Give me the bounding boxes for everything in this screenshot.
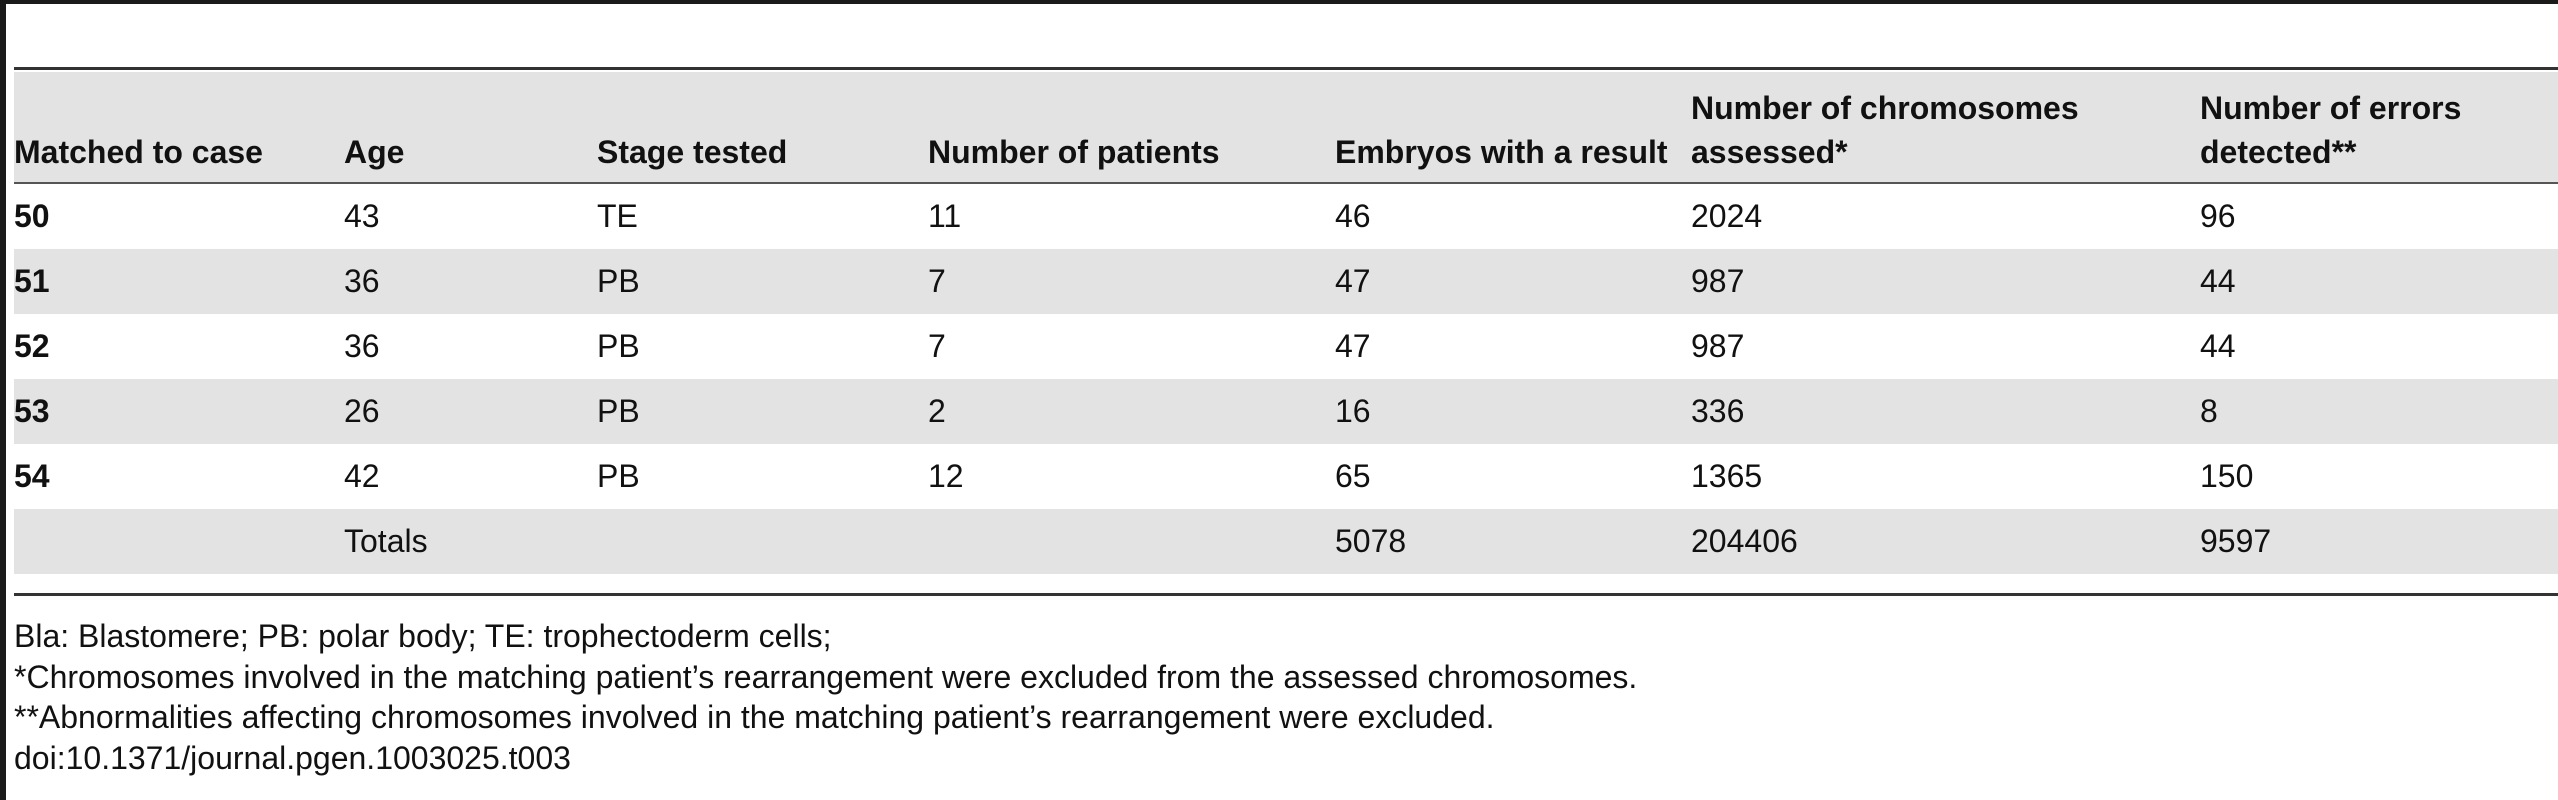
cell-case: 53 — [14, 379, 344, 444]
cell-case — [14, 509, 344, 574]
cell-case: 52 — [14, 328, 50, 364]
cell-embryos: 47 — [1335, 328, 1371, 364]
cell-totals-label: Totals — [344, 509, 597, 574]
header-stage-tested: Stage tested — [597, 72, 928, 184]
footnotes: Bla: Blastomere; PB: polar body; TE: tro… — [14, 616, 1637, 778]
cell-errors: 44 — [2200, 249, 2558, 314]
cell-chromosomes: 336 — [1691, 379, 2200, 444]
cell-patients: 11 — [928, 198, 962, 234]
cell-errors: 8 — [2200, 379, 2558, 444]
totals-row: Totals 5078 204406 9597 — [14, 509, 2558, 574]
header-matched-to-case: Matched to case — [14, 72, 344, 184]
cell-case: 50 — [14, 198, 50, 234]
table-row: 50 43 TE 11 46 2024 96 — [14, 183, 2558, 249]
cell-patients: 7 — [928, 328, 946, 364]
cell-embryos: 47 — [1335, 249, 1691, 314]
table-row: 52 36 PB 7 47 987 44 — [14, 314, 2558, 379]
header-row: Matched to case Age Stage tested Number … — [14, 72, 2558, 184]
table-row: 54 42 PB 12 65 1365 150 — [14, 444, 2558, 509]
header-age: Age — [344, 72, 597, 184]
cell-embryos: 16 — [1335, 379, 1691, 444]
header-chromosomes-assessed: Number of chromosomes assessed* — [1691, 72, 2200, 184]
cell-errors: 150 — [2200, 458, 2254, 494]
table-row: 53 26 PB 2 16 336 8 — [14, 379, 2558, 444]
cell-age: 36 — [344, 249, 597, 314]
header-number-of-patients: Number of patients — [928, 72, 1335, 184]
cell-stage: PB — [597, 458, 640, 494]
cell-age: 36 — [344, 328, 380, 364]
cell-chromosomes: 2024 — [1691, 198, 1763, 234]
cell-chromosomes-total: 204406 — [1691, 509, 2200, 574]
header-embryos-with-result: Embryos with a result — [1335, 72, 1691, 184]
header-errors-detected: Number of errors detected** — [2200, 72, 2558, 184]
cell-patients: 2 — [928, 379, 1335, 444]
left-border — [0, 0, 6, 800]
cell-chromosomes: 987 — [1691, 249, 2200, 314]
cell-embryos: 65 — [1335, 458, 1371, 494]
cell-stage: PB — [597, 249, 928, 314]
cell-errors: 96 — [2200, 198, 2236, 234]
cell-case: 54 — [14, 458, 50, 494]
cell-stage — [597, 509, 928, 574]
cell-chromosomes: 987 — [1691, 328, 1745, 364]
cell-patients — [928, 509, 1335, 574]
abbreviations-note: Bla: Blastomere; PB: polar body; TE: tro… — [14, 618, 832, 654]
table-top-rule — [14, 67, 2558, 70]
cell-embryos-total: 5078 — [1335, 509, 1691, 574]
table-row: 51 36 PB 7 47 987 44 — [14, 249, 2558, 314]
footnote-errors: **Abnormalities affecting chromosomes in… — [14, 699, 1495, 735]
doi-link[interactable]: doi:10.1371/journal.pgen.1003025.t003 — [14, 739, 571, 776]
top-rule — [6, 0, 2558, 4]
cell-embryos: 46 — [1335, 198, 1371, 234]
cell-patients: 7 — [928, 249, 1335, 314]
cell-age: 43 — [344, 198, 380, 234]
cell-chromosomes: 1365 — [1691, 458, 1763, 494]
cell-errors-total: 9597 — [2200, 509, 2558, 574]
data-table: Matched to case Age Stage tested Number … — [14, 72, 2558, 574]
cell-errors: 44 — [2200, 328, 2236, 364]
cell-stage: PB — [597, 328, 640, 364]
cell-stage: PB — [597, 379, 928, 444]
cell-age: 26 — [344, 379, 597, 444]
cell-patients: 12 — [928, 458, 964, 494]
footnote-assessed: *Chromosomes involved in the matching pa… — [14, 658, 1638, 695]
cell-case: 51 — [14, 249, 344, 314]
cell-age: 42 — [344, 458, 380, 494]
cell-stage: TE — [597, 198, 638, 234]
table-bottom-rule — [14, 593, 2558, 596]
